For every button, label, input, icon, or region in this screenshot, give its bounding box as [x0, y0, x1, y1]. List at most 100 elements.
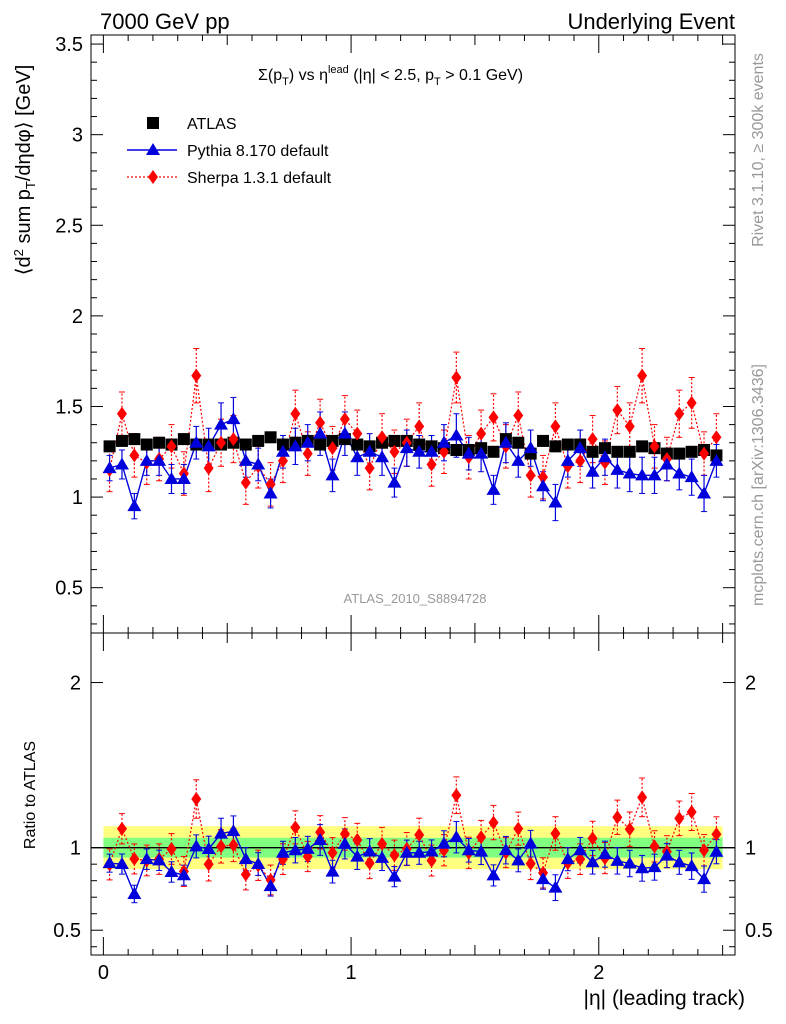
- sherpa-data-point: [538, 470, 549, 485]
- sherpa-ratio-point: [327, 845, 338, 860]
- sherpa-ratio-point: [315, 825, 326, 840]
- pythia-ratio-point: [164, 864, 179, 877]
- pythia-data-point: [263, 486, 278, 499]
- sherpa-data-point: [302, 446, 313, 461]
- pythia-data-point: [449, 428, 464, 441]
- pythia-data-point: [659, 457, 674, 470]
- atlas-data-point: [351, 438, 364, 451]
- sherpa-data-point: [191, 368, 202, 383]
- atlas-data-point: [264, 431, 277, 444]
- pythia-data-point: [152, 453, 167, 466]
- sherpa-data-point: [550, 419, 561, 434]
- pythia-ratio-point: [399, 845, 414, 858]
- pythia-data-point: [164, 471, 179, 484]
- sherpa-data-point: [451, 370, 462, 385]
- pythia-ratio-point: [288, 843, 303, 856]
- sherpa-ratio-point: [203, 857, 214, 872]
- legend-sherpa-marker: [148, 170, 158, 184]
- pythia-data-point: [176, 471, 191, 484]
- pythia-ratio-point: [684, 859, 699, 872]
- pythia-data-point: [697, 486, 712, 499]
- legend-pythia-marker: [146, 143, 160, 155]
- pythia-data-point: [424, 444, 439, 457]
- pythia-ratio-point: [486, 868, 501, 881]
- main-panel-series: [102, 347, 724, 522]
- pythia-data-point: [350, 450, 365, 463]
- header-left-title: 7000 GeV pp: [100, 9, 230, 34]
- sherpa-data-point: [426, 457, 437, 472]
- legend-sherpa-label: Sherpa 1.3.1 default: [187, 170, 332, 187]
- sherpa-data-point: [389, 444, 400, 459]
- pythia-ratio-point: [375, 850, 390, 863]
- atlas-data-point: [314, 438, 327, 451]
- header-right-title: Underlying Event: [567, 9, 735, 34]
- ratio-y-tick-label-right: 1: [745, 838, 756, 860]
- sherpa-data-point: [513, 408, 524, 423]
- atlas-data-point: [537, 434, 550, 447]
- pythia-data-point: [511, 453, 526, 466]
- atlas-data-point: [487, 445, 500, 458]
- sherpa-data-point: [476, 426, 487, 441]
- sherpa-ratio-point: [451, 788, 462, 803]
- pythia-data-point: [647, 468, 662, 481]
- sherpa-data-point: [699, 446, 710, 461]
- pythia-ratio-point: [523, 836, 538, 849]
- sherpa-data-point: [166, 439, 177, 454]
- atlas-data-point: [388, 434, 401, 447]
- pythia-data-point: [214, 417, 229, 430]
- main-y-tick-label: 2.5: [55, 215, 83, 237]
- sherpa-ratio-point: [216, 839, 227, 854]
- pythia-data-point: [709, 453, 724, 466]
- rivet-label: Rivet 3.1.10, ≥ 300k events: [750, 53, 767, 247]
- ratio-y-tick-label-right: 2: [745, 673, 756, 695]
- main-y-axis-label: ⟨d2 sum pT/dηdφ⟩ [GeV]: [11, 65, 38, 276]
- sherpa-ratio-point: [649, 839, 660, 854]
- sherpa-ratio-point: [513, 821, 524, 836]
- atlas-data-point: [611, 445, 624, 458]
- pythia-data-point: [226, 412, 241, 425]
- ratio-y-tick-label: 0.5: [53, 920, 81, 942]
- pythia-data-point: [375, 450, 390, 463]
- pythia-ratio-point: [573, 843, 588, 856]
- sherpa-data-point: [525, 468, 536, 483]
- pythia-data-point: [560, 453, 575, 466]
- sherpa-data-point: [414, 419, 425, 434]
- sherpa-ratio-point: [711, 827, 722, 842]
- sherpa-ratio-point: [116, 821, 127, 836]
- x-tick-label: 0: [98, 962, 109, 984]
- pythia-ratio-point: [201, 841, 216, 854]
- atlas-data-point: [623, 445, 636, 458]
- sherpa-data-point: [339, 412, 350, 427]
- main-y-tick-label: 3.5: [55, 34, 83, 56]
- pythia-ratio-point: [139, 852, 154, 865]
- x-axis-label: |η| (leading track): [584, 987, 745, 1010]
- sherpa-data-point: [364, 461, 375, 476]
- main-y-tick-label: 1.5: [55, 396, 83, 418]
- sherpa-data-point: [612, 403, 623, 418]
- pythia-ratio-point: [214, 826, 229, 839]
- legend: ATLAS Pythia 8.170 default Sherpa 1.3.1 …: [127, 116, 332, 187]
- pythia-ratio-point: [709, 844, 724, 857]
- pythia-data-point: [498, 435, 513, 448]
- sherpa-data-point: [216, 435, 227, 450]
- sherpa-data-point: [240, 475, 251, 490]
- atlas-data-point: [326, 434, 339, 447]
- main-y-tick-label: 1: [72, 487, 83, 509]
- atlas-data-point: [252, 434, 265, 447]
- pythia-data-point: [275, 444, 290, 457]
- atlas-data-point: [153, 436, 166, 449]
- plot-title: Σ(pT) vs ηlead (|η| < 2.5, pT > 0.1 GeV): [258, 64, 523, 88]
- pythia-data-point: [635, 468, 650, 481]
- pythia-ratio-point: [387, 869, 402, 882]
- pythia-ratio-point: [548, 880, 563, 893]
- sherpa-data-point: [377, 430, 388, 445]
- sherpa-data-point: [637, 368, 648, 383]
- pythia-ratio-point: [511, 853, 526, 866]
- atlas-data-point: [512, 436, 525, 449]
- pythia-data-point: [300, 435, 315, 448]
- atlas-data-point: [450, 443, 463, 456]
- pythia-data-point: [127, 499, 142, 512]
- sherpa-ratio-point: [612, 810, 623, 825]
- atlas-data-point: [177, 433, 190, 446]
